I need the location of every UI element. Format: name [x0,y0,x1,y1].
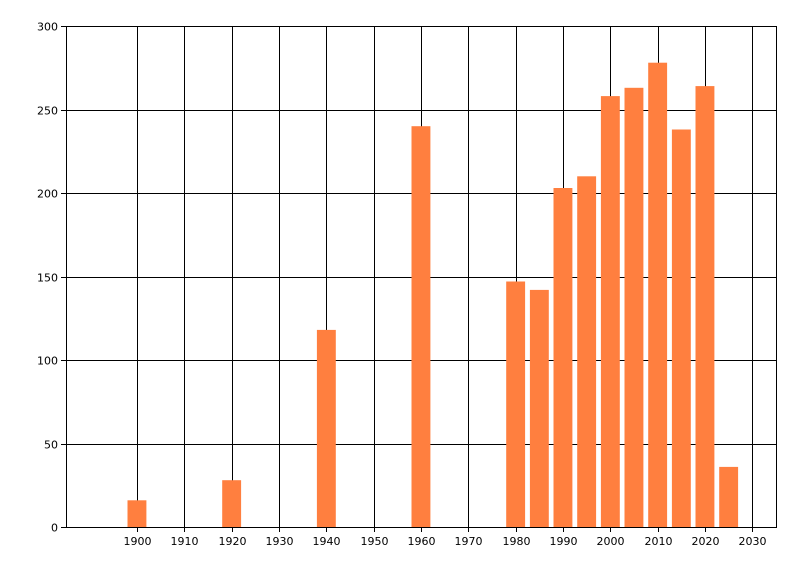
x-tick-label: 1980 [503,535,531,548]
bar [695,86,715,527]
bar [671,129,691,527]
x-tick-label: 2030 [739,535,767,548]
y-tick-label: 50 [44,439,58,452]
y-tick-label: 150 [37,272,58,285]
x-tick-label: 1920 [219,535,247,548]
bar-group [127,62,739,528]
bar [222,480,242,527]
x-tick-label: 1900 [124,535,152,548]
y-tick-label: 250 [37,105,58,118]
bar [127,500,147,527]
bar [553,188,573,527]
x-tick-label: 1910 [171,535,199,548]
bar [624,87,644,528]
y-tick-label: 0 [51,522,58,535]
bar [506,281,526,527]
x-axis-ticks: 1900 1910 1920 1930 1940 1950 1960 1970 1980 1990… [124,527,767,548]
x-tick-label: 1970 [455,535,483,548]
y-tick-label: 100 [37,355,58,368]
bar [719,466,739,527]
bar [411,126,431,527]
y-tick-label: 300 [37,21,58,34]
bar [577,176,597,528]
bar [316,329,336,527]
x-tick-label: 2020 [692,535,720,548]
x-tick-label: 1950 [361,535,389,548]
bar [648,62,668,527]
x-tick-label: 2010 [645,535,673,548]
bar [529,289,549,527]
y-axis-ticks: 0 50 100 150 200 250 300 [37,21,66,535]
x-tick-label: 1990 [550,535,578,548]
x-tick-label: 1960 [408,535,436,548]
x-tick-label: 1940 [313,535,341,548]
x-tick-label: 2000 [597,535,625,548]
bar [600,96,620,527]
x-tick-label: 1930 [266,535,294,548]
y-tick-label: 200 [37,188,58,201]
